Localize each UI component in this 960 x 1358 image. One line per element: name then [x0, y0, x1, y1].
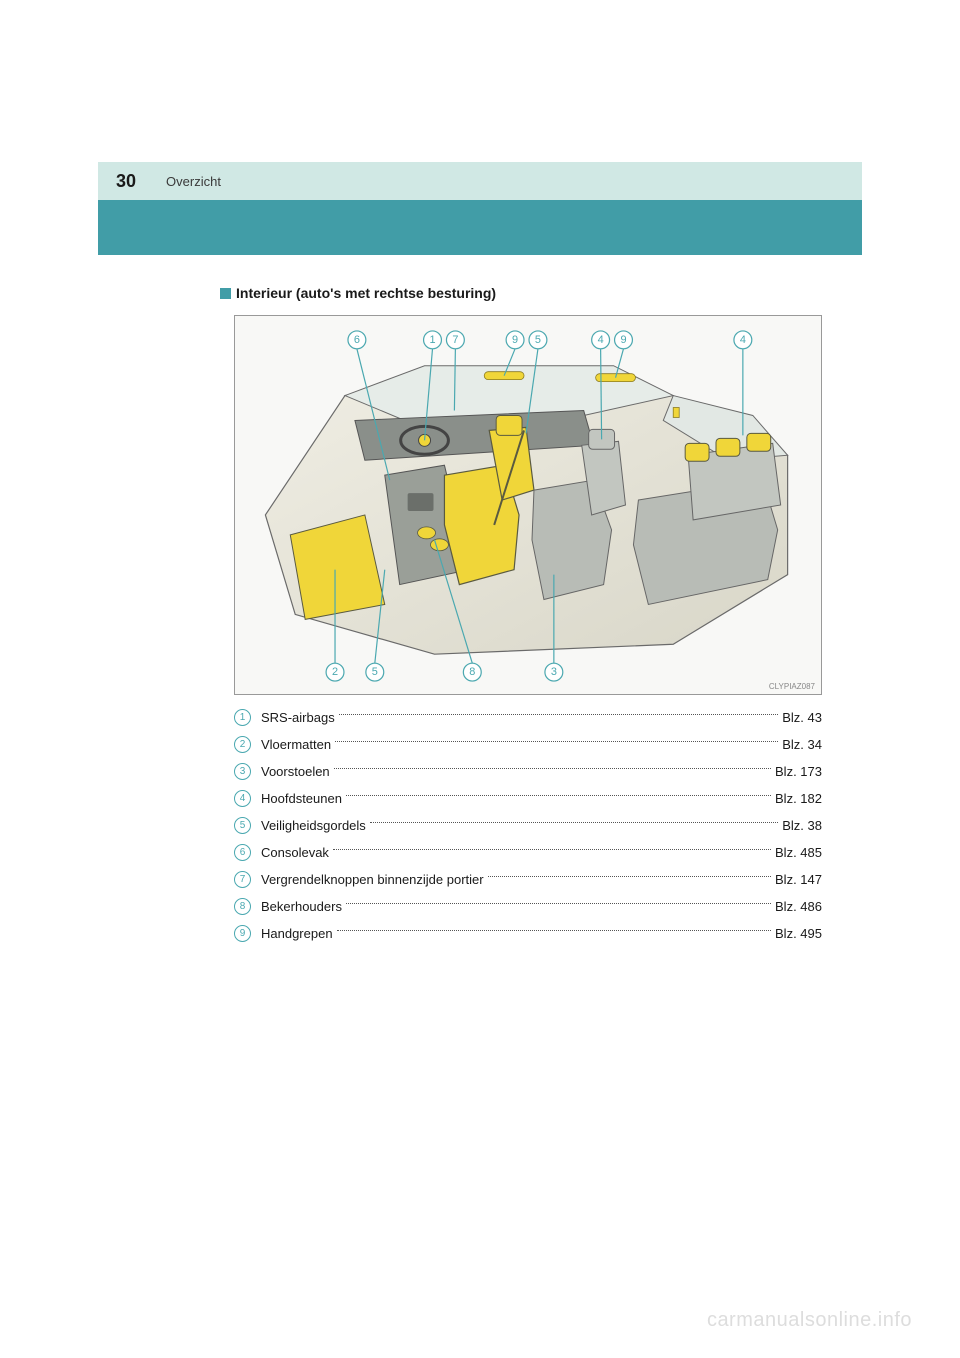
circle-number-icon: 1 — [234, 709, 251, 726]
circle-number-icon: 9 — [234, 925, 251, 942]
legend-row: 8 Bekerhouders Blz. 486 — [234, 898, 822, 915]
svg-text:2: 2 — [332, 666, 338, 678]
svg-text:8: 8 — [469, 666, 475, 678]
page-reference: Blz. 485 — [775, 845, 822, 860]
page-reference: Blz. 173 — [775, 764, 822, 779]
page-reference: Blz. 34 — [782, 737, 822, 752]
dot-leader — [346, 795, 771, 796]
page-reference: Blz. 182 — [775, 791, 822, 806]
legend-row: 9 Handgrepen Blz. 495 — [234, 925, 822, 942]
legend-row: 5 Veiligheidsgordels Blz. 38 — [234, 817, 822, 834]
circle-number-icon: 8 — [234, 898, 251, 915]
svg-text:6: 6 — [354, 334, 360, 346]
circle-number-icon: 2 — [234, 736, 251, 753]
content-area: Interieur (auto's met rechtse besturing) — [220, 285, 860, 952]
dot-leader — [488, 876, 771, 877]
legend-label: Vloermatten — [261, 737, 331, 752]
legend-row: 7 Vergrendelknoppen binnenzijde portier B… — [234, 871, 822, 888]
page-reference: Blz. 147 — [775, 872, 822, 887]
legend-label: Bekerhouders — [261, 899, 342, 914]
section-title: Overzicht — [166, 174, 221, 189]
legend-label: Vergrendelknoppen binnenzijde portier — [261, 872, 484, 887]
legend-label: Hoofdsteunen — [261, 791, 342, 806]
svg-text:5: 5 — [535, 334, 541, 346]
dot-leader — [346, 903, 771, 904]
square-marker-icon — [220, 288, 231, 299]
page-reference: Blz. 38 — [782, 818, 822, 833]
page-reference: Blz. 486 — [775, 899, 822, 914]
dot-leader — [337, 930, 771, 931]
legend-row: 2 Vloermatten Blz. 34 — [234, 736, 822, 753]
circle-number-icon: 5 — [234, 817, 251, 834]
legend-row: 1 SRS-airbags Blz. 43 — [234, 709, 822, 726]
dot-leader — [333, 849, 771, 850]
interior-diagram: 6 1 7 9 5 4 9 4 2 5 8 3 CLYPIAZ087 — [234, 315, 822, 695]
page-reference: Blz. 43 — [782, 710, 822, 725]
legend-row: 4 Hoofdsteunen Blz. 182 — [234, 790, 822, 807]
header-band: 30 Overzicht — [98, 162, 862, 200]
svg-text:7: 7 — [452, 334, 458, 346]
legend-label: SRS-airbags — [261, 710, 335, 725]
dot-leader — [339, 714, 779, 715]
legend-label: Handgrepen — [261, 926, 333, 941]
subtitle: Interieur (auto's met rechtse besturing) — [236, 285, 496, 301]
legend-row: 6 Consolevak Blz. 485 — [234, 844, 822, 861]
image-code: CLYPIAZ087 — [769, 682, 815, 691]
svg-text:9: 9 — [512, 334, 518, 346]
svg-text:3: 3 — [551, 666, 557, 678]
dot-leader — [370, 822, 778, 823]
dot-leader — [335, 741, 778, 742]
svg-text:4: 4 — [598, 334, 604, 346]
legend-label: Veiligheidsgordels — [261, 818, 366, 833]
watermark: carmanualsonline.info — [707, 1309, 912, 1332]
legend-list: 1 SRS-airbags Blz. 43 2 Vloermatten Blz. 34… — [234, 709, 822, 942]
circle-number-icon: 6 — [234, 844, 251, 861]
subtitle-row: Interieur (auto's met rechtse besturing) — [220, 285, 860, 301]
svg-text:1: 1 — [429, 334, 435, 346]
legend-row: 3 Voorstoelen Blz. 173 — [234, 763, 822, 780]
interior-svg-icon: 6 1 7 9 5 4 9 4 2 5 8 3 — [235, 316, 821, 694]
circle-number-icon: 4 — [234, 790, 251, 807]
teal-band — [98, 200, 862, 255]
svg-text:4: 4 — [740, 334, 746, 346]
circle-number-icon: 7 — [234, 871, 251, 888]
page-reference: Blz. 495 — [775, 926, 822, 941]
circle-number-icon: 3 — [234, 763, 251, 780]
legend-label: Consolevak — [261, 845, 329, 860]
page-number: 30 — [116, 171, 136, 192]
svg-text:5: 5 — [372, 666, 378, 678]
legend-label: Voorstoelen — [261, 764, 330, 779]
svg-text:9: 9 — [620, 334, 626, 346]
dot-leader — [334, 768, 771, 769]
